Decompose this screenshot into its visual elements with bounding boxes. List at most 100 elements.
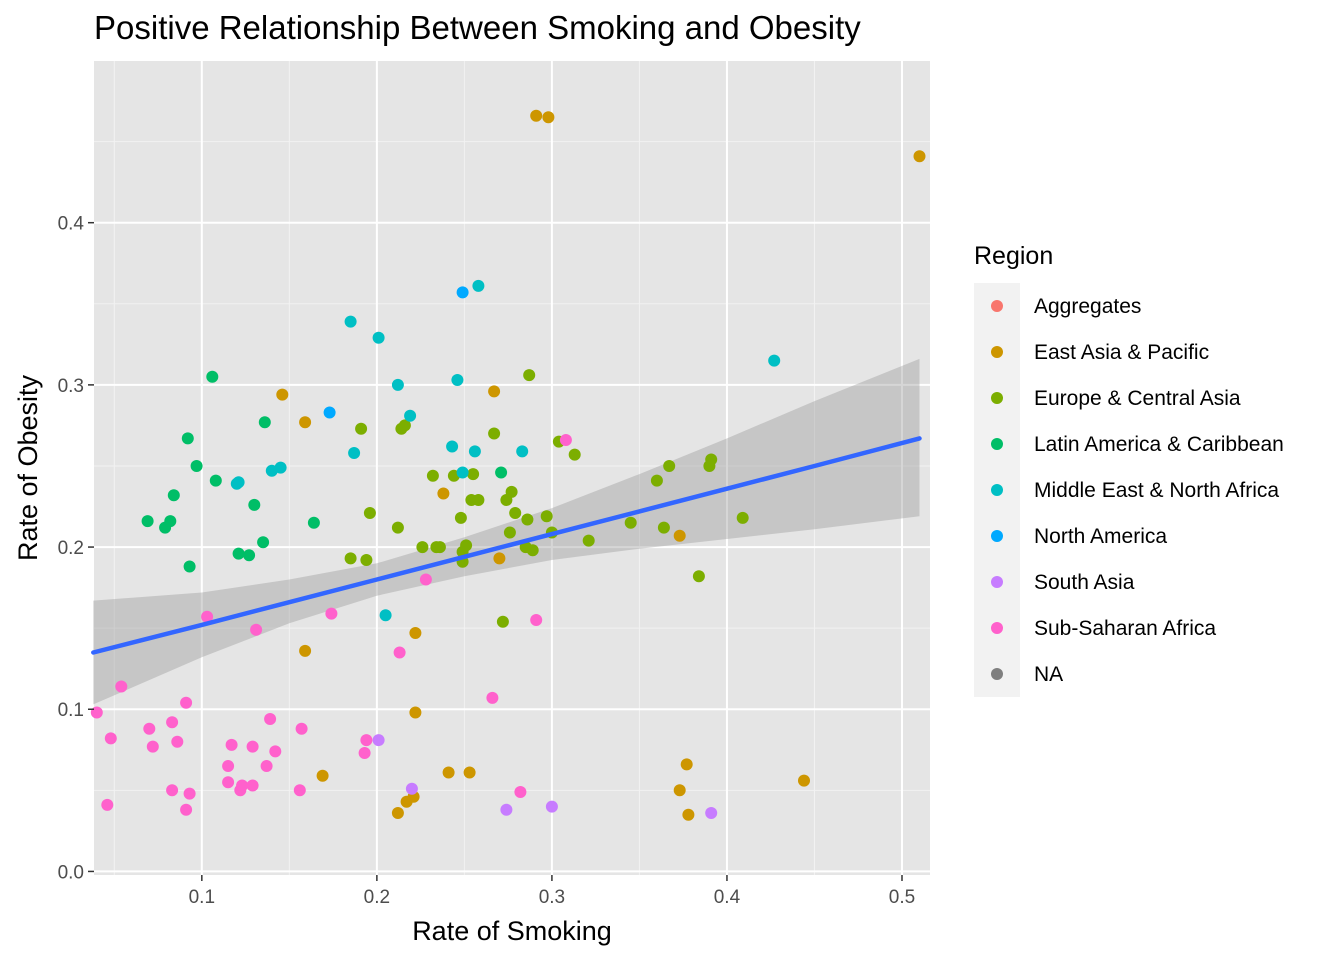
chart-title: Positive Relationship Between Smoking an… xyxy=(94,9,861,46)
data-point-europe-central-asia xyxy=(360,554,373,566)
y-tick-label: 0.4 xyxy=(58,214,85,235)
data-point-sub-saharan-africa xyxy=(264,713,277,725)
plot-panel xyxy=(90,61,930,875)
data-point-middle-east-north-africa xyxy=(468,445,481,458)
legend-item-europe-central-asia: Europe & Central Asia xyxy=(991,387,1241,410)
data-point-east-asia-pacific xyxy=(437,487,450,500)
y-axis-title: Rate of Obesity xyxy=(13,374,43,561)
data-point-europe-central-asia xyxy=(663,460,676,472)
data-point-sub-saharan-africa xyxy=(293,784,306,797)
data-point-europe-central-asia xyxy=(355,422,368,435)
data-point-sub-saharan-africa xyxy=(115,680,128,693)
data-point-latin-america-caribbean xyxy=(141,515,154,528)
data-point-europe-central-asia xyxy=(624,516,637,529)
data-point-middle-east-north-africa xyxy=(404,409,417,422)
data-point-sub-saharan-africa xyxy=(222,760,235,772)
data-point-latin-america-caribbean xyxy=(243,549,256,562)
data-point-middle-east-north-africa xyxy=(391,378,404,391)
data-point-middle-east-north-africa xyxy=(516,445,529,458)
data-point-middle-east-north-africa xyxy=(348,447,361,459)
data-point-middle-east-north-africa xyxy=(451,374,464,386)
data-point-europe-central-asia xyxy=(503,526,516,539)
legend-label: East Asia & Pacific xyxy=(1034,341,1209,364)
data-point-latin-america-caribbean xyxy=(307,516,320,529)
data-point-east-asia-pacific xyxy=(409,706,422,719)
data-point-sub-saharan-africa xyxy=(260,760,273,772)
legend-item-middle-east-north-africa: Middle East & North Africa xyxy=(991,479,1279,502)
data-point-latin-america-caribbean xyxy=(209,474,222,487)
data-point-sub-saharan-africa xyxy=(171,735,184,748)
data-point-south-asia xyxy=(500,803,513,816)
data-point-europe-central-asia xyxy=(523,369,536,382)
data-point-east-asia-pacific xyxy=(798,774,810,787)
data-point-sub-saharan-africa xyxy=(146,740,159,753)
data-point-sub-saharan-africa xyxy=(514,786,527,798)
data-point-latin-america-caribbean xyxy=(167,489,180,502)
y-tick-label: 0.2 xyxy=(58,538,84,559)
data-point-europe-central-asia xyxy=(433,541,446,554)
data-point-east-asia-pacific xyxy=(299,416,312,429)
data-point-sub-saharan-africa xyxy=(246,779,259,792)
legend-key-na xyxy=(991,668,1003,680)
data-point-sub-saharan-africa xyxy=(225,738,238,751)
legend-key-latin-america-caribbean xyxy=(991,438,1003,450)
legend-key-south-asia xyxy=(991,576,1003,588)
data-point-sub-saharan-africa xyxy=(180,696,193,709)
legend-key-europe-central-asia xyxy=(991,392,1003,404)
legend-label: North America xyxy=(1034,525,1167,548)
legend: Region Aggregates East Asia & Pacific Euro… xyxy=(974,242,1284,697)
data-point-latin-america-caribbean xyxy=(159,521,172,534)
data-point-sub-saharan-africa xyxy=(222,776,235,789)
data-point-europe-central-asia xyxy=(416,541,429,554)
data-point-europe-central-asia xyxy=(692,570,705,583)
legend-item-latin-america-caribbean: Latin America & Caribbean xyxy=(991,433,1284,456)
data-point-middle-east-north-africa xyxy=(768,354,781,367)
data-point-europe-central-asia xyxy=(500,494,513,506)
data-point-middle-east-north-africa xyxy=(372,331,385,344)
data-point-europe-central-asia xyxy=(650,474,663,487)
data-point-latin-america-caribbean xyxy=(248,498,261,511)
data-points xyxy=(90,109,926,821)
legend-label: Europe & Central Asia xyxy=(1034,387,1241,410)
legend-key-north-america xyxy=(991,530,1003,542)
legend-key-aggregates xyxy=(991,300,1003,312)
data-point-europe-central-asia xyxy=(488,427,501,440)
data-point-sub-saharan-africa xyxy=(166,716,179,729)
x-tick-label: 0.3 xyxy=(539,887,565,908)
data-point-sub-saharan-africa xyxy=(559,434,572,446)
data-point-south-asia xyxy=(372,734,385,747)
data-point-europe-central-asia xyxy=(736,511,749,524)
data-point-sub-saharan-africa xyxy=(236,779,249,792)
data-point-europe-central-asia xyxy=(496,615,509,628)
y-tick-label: 0.1 xyxy=(58,700,84,721)
data-point-sub-saharan-africa xyxy=(180,803,193,816)
data-point-south-asia xyxy=(545,800,558,813)
data-point-europe-central-asia xyxy=(657,521,670,534)
data-point-sub-saharan-africa xyxy=(104,732,117,745)
data-point-sub-saharan-africa xyxy=(393,646,406,659)
data-point-latin-america-caribbean xyxy=(232,547,245,560)
data-point-europe-central-asia xyxy=(526,544,539,557)
data-point-sub-saharan-africa xyxy=(166,784,179,797)
data-point-sub-saharan-africa xyxy=(183,787,196,800)
legend-label: South Asia xyxy=(1034,571,1135,594)
data-point-east-asia-pacific xyxy=(391,807,404,819)
legend-label: NA xyxy=(1034,663,1063,686)
data-point-sub-saharan-africa xyxy=(486,691,499,704)
data-point-north-america xyxy=(323,406,336,419)
data-point-europe-central-asia xyxy=(568,448,581,461)
data-point-sub-saharan-africa xyxy=(419,573,432,586)
data-point-latin-america-caribbean xyxy=(258,416,271,429)
data-point-south-asia xyxy=(705,807,718,819)
data-point-europe-central-asia xyxy=(426,469,439,482)
data-point-east-asia-pacific xyxy=(682,808,695,821)
data-point-latin-america-caribbean xyxy=(257,536,270,549)
data-point-latin-america-caribbean xyxy=(190,460,203,472)
x-tick-label: 0.2 xyxy=(364,887,390,908)
data-point-sub-saharan-africa xyxy=(325,607,338,620)
data-point-middle-east-north-africa xyxy=(265,464,278,477)
data-point-east-asia-pacific xyxy=(488,385,501,398)
x-tick-label: 0.1 xyxy=(189,887,215,908)
data-point-sub-saharan-africa xyxy=(530,614,543,626)
data-point-middle-east-north-africa xyxy=(456,466,469,479)
